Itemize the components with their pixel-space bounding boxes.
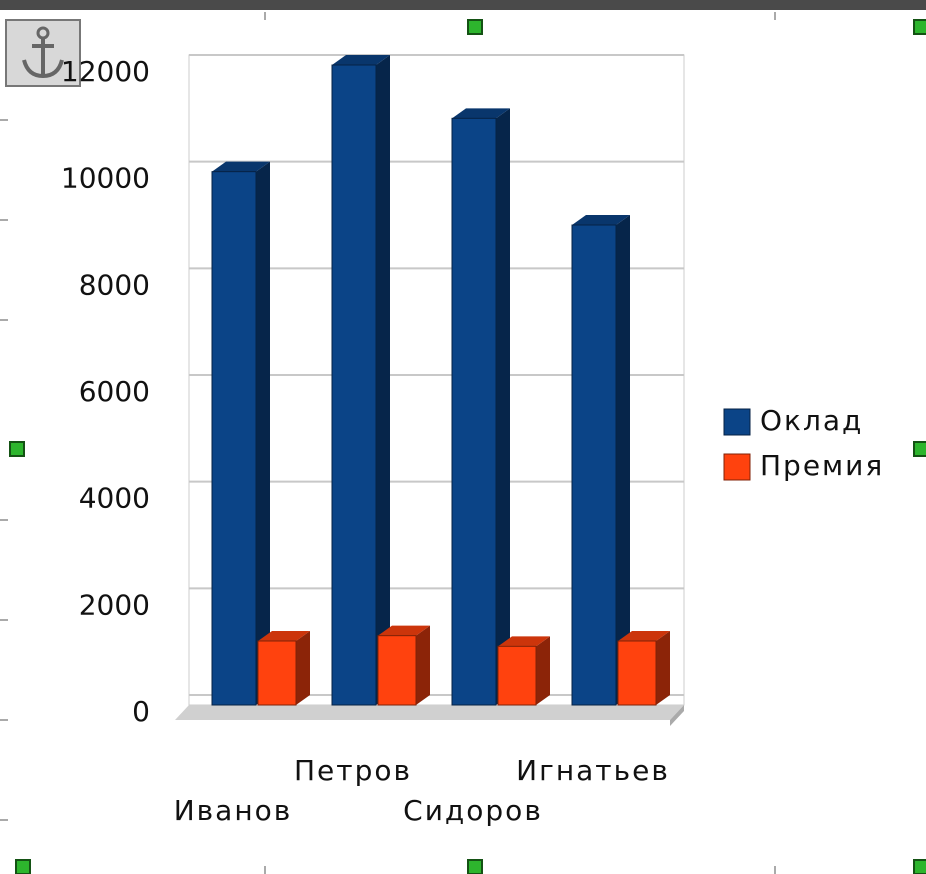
bar-side [616,215,630,705]
y-tick-label: 8000 [79,268,150,301]
bar-top [618,631,670,641]
bar [331,64,377,706]
bar [451,117,497,706]
plot [175,54,685,726]
floor [175,705,684,720]
legend-label: Оклад [760,404,863,437]
bar-side [256,161,270,705]
x-tick-label: Петров [294,754,412,787]
y-tick-label: 6000 [79,375,150,408]
anchor-icon[interactable] [5,19,81,87]
legend-swatch [723,408,751,436]
bar [377,635,417,706]
bar-side [416,625,430,705]
y-tick-label: 12000 [61,55,150,88]
top-bar [0,0,926,10]
bar [211,171,257,706]
y-tick-label: 4000 [79,482,150,515]
bar-top [212,161,270,172]
legend-label: Премия [760,449,884,482]
bar-top [378,625,430,636]
y-tick-label: 2000 [79,588,150,621]
ruler [0,12,776,874]
bar-top [452,108,510,119]
bar [497,645,537,706]
bar-top [332,55,390,65]
selection-handles[interactable] [9,19,926,874]
x-tick-label: Иванов [174,794,293,827]
bar-side [296,631,310,705]
bar-side [496,108,510,706]
x-tick-label: Игнатьев [516,754,670,787]
bar [617,640,657,706]
bar [257,640,297,706]
bar-side [656,631,670,705]
floor-edge [670,705,684,726]
legend-swatch [723,453,751,481]
bar-side [376,55,390,705]
bar [571,224,617,706]
y-tick-label: 10000 [61,162,150,195]
bar-top [572,215,630,225]
x-tick-label: Сидоров [403,794,543,827]
bar-top [258,631,310,641]
bar-side [536,636,550,705]
y-tick-label: 0 [132,695,150,728]
bar-top [498,636,550,647]
